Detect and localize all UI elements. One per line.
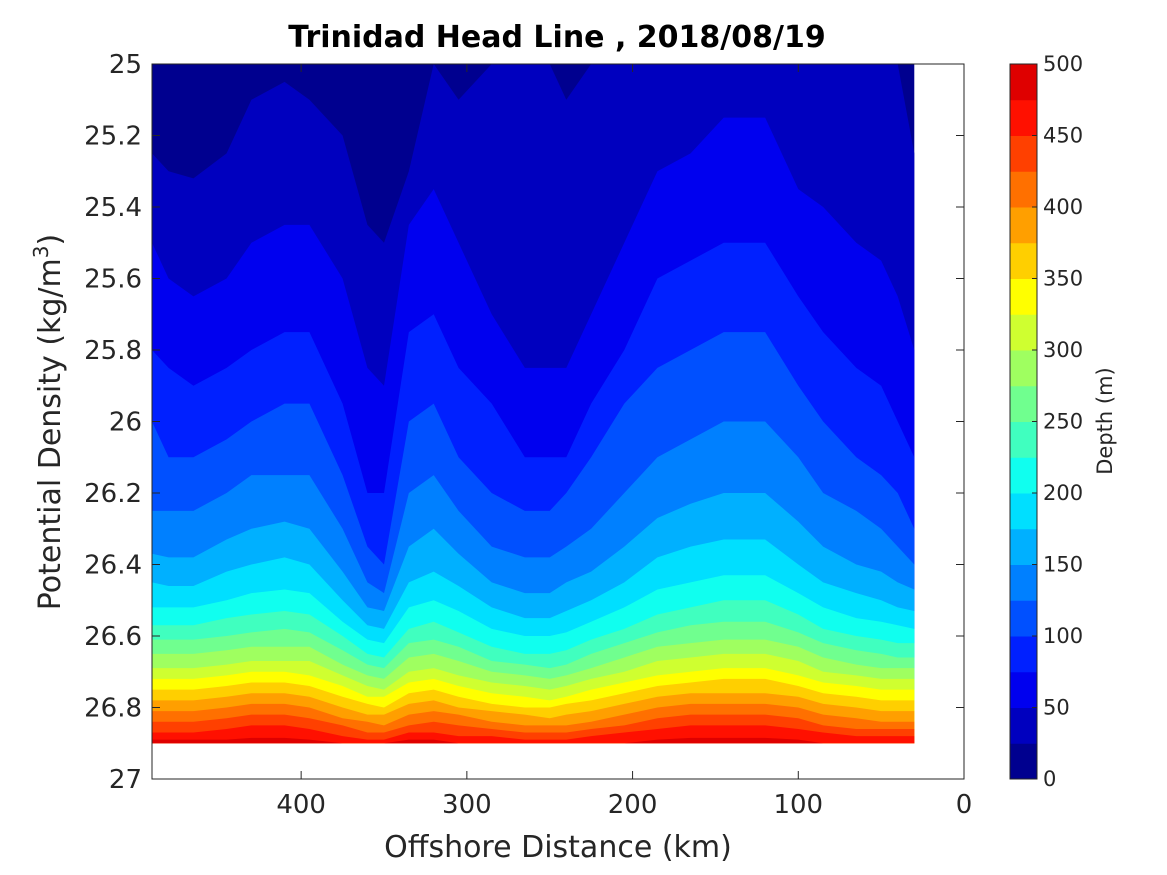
colorbar-tick-label: 250 <box>1043 410 1083 434</box>
x-axis-label: Offshore Distance (km) <box>384 830 732 865</box>
x-tick-label: 300 <box>442 790 492 820</box>
x-tick-label: 100 <box>773 790 823 820</box>
x-tick-label: 0 <box>956 790 973 820</box>
colorbar-tick-label: 150 <box>1043 553 1083 577</box>
colorbar-tick-label: 500 <box>1043 52 1083 76</box>
chart-title: Trinidad Head Line , 2018/08/19 <box>288 20 825 55</box>
y-tick-label: 26.2 <box>84 479 142 509</box>
contour-fills <box>152 64 915 744</box>
x-tick-label: 400 <box>276 790 326 820</box>
y-tick-label: 25.2 <box>84 122 142 152</box>
y-axis: 25 25.2 25.4 25.6 25.8 26 26.2 26.4 26.6 26.8 27 <box>84 50 964 795</box>
x-tick-label: 200 <box>608 790 658 820</box>
colorbar-swatch <box>1010 528 1037 565</box>
y-tick-label: 25.8 <box>84 336 142 366</box>
colorbar-swatch <box>1010 99 1037 136</box>
colorbar-tick-label: 400 <box>1043 195 1083 219</box>
x-axis: 0 100 200 300 400 <box>276 64 972 820</box>
colorbar-swatch <box>1010 64 1037 101</box>
colorbar-swatch <box>1010 350 1037 387</box>
colorbar-label: Depth (m) <box>1093 367 1117 474</box>
colorbar-swatch <box>1010 314 1037 351</box>
colorbar-tick-label: 350 <box>1043 267 1083 291</box>
contour-band <box>152 737 915 744</box>
colorbar-tick-label: 50 <box>1043 696 1070 720</box>
y-tick-label: 26 <box>109 408 142 438</box>
colorbar-swatch <box>1010 135 1037 172</box>
y-tick-label: 27 <box>109 765 142 795</box>
colorbar-tick-label: 200 <box>1043 481 1083 505</box>
colorbar-swatch <box>1010 385 1037 422</box>
colorbar-tick-label: 450 <box>1043 124 1083 148</box>
colorbar-tick-label: 300 <box>1043 338 1083 362</box>
y-tick-label: 25.4 <box>84 193 142 223</box>
colorbar-swatch <box>1010 636 1037 673</box>
colorbar-swatch <box>1010 421 1037 458</box>
y-tick-label: 26.6 <box>84 622 142 652</box>
colorbar-swatch <box>1010 564 1037 601</box>
y-tick-label: 25 <box>109 50 142 80</box>
y-axis-label: Potential Density (kg/m3) <box>29 234 68 610</box>
colorbar-swatch <box>1010 207 1037 244</box>
colorbar-swatch <box>1010 493 1037 530</box>
colorbar-swatch <box>1010 171 1037 208</box>
colorbar-tick-label: 0 <box>1043 767 1056 791</box>
colorbar-swatch <box>1010 600 1037 637</box>
colorbar-tick-label: 100 <box>1043 624 1083 648</box>
colorbar-swatch <box>1010 242 1037 279</box>
colorbar-swatch <box>1010 457 1037 494</box>
y-tick-label: 25.6 <box>84 265 142 295</box>
colorbar-swatch <box>1010 671 1037 708</box>
colorbar: 0 50 100 150 200 250 300 350 400 450 500 <box>1009 52 1083 791</box>
colorbar-swatch <box>1010 743 1037 780</box>
colorbar-swatch <box>1010 278 1037 315</box>
y-tick-label: 26.8 <box>84 694 142 724</box>
y-tick-label: 26.4 <box>84 551 142 581</box>
colorbar-swatch <box>1010 707 1037 744</box>
